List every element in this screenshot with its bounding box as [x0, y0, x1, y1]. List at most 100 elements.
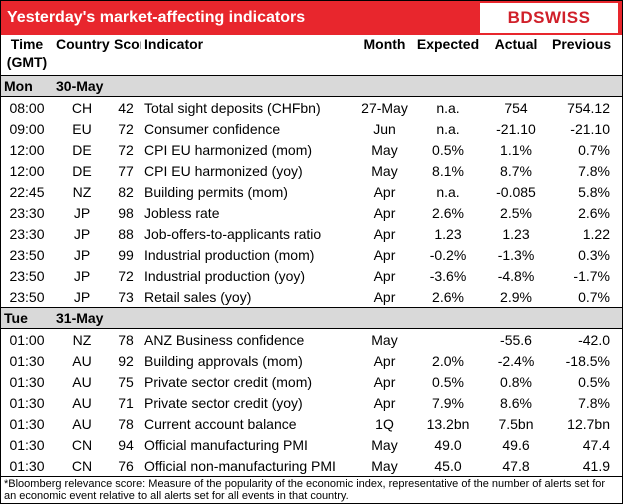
- cell: AU: [72, 394, 92, 411]
- cell: 22:45: [9, 183, 45, 200]
- cell: 72: [118, 267, 134, 284]
- cell: 42: [118, 99, 134, 116]
- cell: 75: [118, 373, 134, 390]
- cell: May: [371, 162, 398, 179]
- cell: Apr: [373, 246, 396, 263]
- cell: 2.6%: [432, 204, 464, 221]
- cell: Consumer confidence: [144, 120, 281, 137]
- data-row: 23:30 JP 98 Jobless rate Apr 2.6% 2.5% 2.6%: [1, 202, 622, 223]
- data-row: 23:30 JP 88 Job-offers-to-applicants ratio A…: [1, 223, 622, 244]
- cell: 0.5%: [432, 141, 464, 158]
- cell: 0.8%: [500, 373, 532, 390]
- column-header: Previous: [549, 35, 622, 76]
- cell: AU: [72, 415, 92, 432]
- cell: Apr: [373, 225, 396, 242]
- cell: 8.1%: [432, 162, 464, 179]
- cell: Apr: [373, 352, 396, 369]
- cell: 1Q: [375, 415, 394, 432]
- cell: 01:30: [9, 457, 45, 474]
- cell: -0.085: [496, 183, 536, 200]
- column-header: Country: [53, 35, 111, 76]
- cell: Apr: [373, 373, 396, 390]
- footnote: *Bloomberg relevance score: Measure of t…: [1, 476, 622, 503]
- cell: Industrial production (mom): [144, 246, 315, 263]
- cell: 2.9%: [500, 288, 532, 305]
- cell: 2.6%: [578, 204, 610, 221]
- cell: 82: [118, 183, 134, 200]
- cell: JP: [73, 267, 91, 284]
- cell: 23:30: [9, 225, 45, 242]
- cell: Current account balance: [144, 415, 297, 432]
- title: Yesterday's market-affecting indicators: [7, 9, 306, 26]
- cell: 49.6: [502, 436, 530, 453]
- cell: 23:30: [9, 204, 45, 221]
- cell: Apr: [373, 288, 396, 305]
- cell: -21.10: [496, 120, 536, 137]
- data-row: 01:30 AU 78 Current account balance 1Q 13.2bn…: [1, 413, 622, 434]
- cell: Jobless rate: [144, 204, 220, 221]
- cell: n.a.: [436, 183, 460, 200]
- cell: Official non-manufacturing PMI: [144, 457, 336, 474]
- cell: Retail sales (yoy): [144, 288, 252, 305]
- cell: ANZ Business confidence: [144, 331, 305, 348]
- cell: Industrial production (yoy): [144, 267, 306, 284]
- data-row: 09:00 EU 72 Consumer confidence Jun n.a. -21.1…: [1, 118, 622, 139]
- cell: Apr: [373, 183, 396, 200]
- cell: -2.4%: [497, 352, 535, 369]
- cell: DE: [72, 162, 92, 179]
- cell: JP: [73, 246, 91, 263]
- header-row: Time (GMT)CountryScore*IndicatorMonthExp…: [1, 35, 622, 76]
- cell: CPI EU harmonized (mom): [144, 141, 313, 158]
- indicator-table: Time (GMT)CountryScore*IndicatorMonthExp…: [1, 35, 622, 476]
- cell: 12.7bn: [567, 415, 610, 432]
- cell: 78: [118, 331, 134, 348]
- cell: CN: [71, 457, 93, 474]
- data-row: 01:30 CN 94 Official manufacturing PMI May 49…: [1, 434, 622, 455]
- cell: 47.4: [582, 436, 610, 453]
- cell: CPI EU harmonized (yoy): [144, 162, 303, 179]
- cell: 2.0%: [432, 352, 464, 369]
- cell: May: [371, 457, 398, 474]
- cell: n.a.: [436, 120, 460, 137]
- cell: 77: [118, 162, 134, 179]
- cell: 7.9%: [432, 394, 464, 411]
- column-header: Time (GMT): [1, 35, 53, 76]
- data-row: 01:30 AU 75 Private sector credit (mom) Apr 0…: [1, 371, 622, 392]
- cell: 72: [118, 120, 134, 137]
- cell: CN: [71, 436, 93, 453]
- cell: 7.5bn: [498, 415, 534, 432]
- cell: AU: [72, 352, 92, 369]
- cell: 1.23: [434, 225, 462, 242]
- cell: 12:00: [9, 162, 45, 179]
- data-row: 12:00 DE 72 CPI EU harmonized (mom) May 0.5% 1…: [1, 139, 622, 160]
- cell: DE: [72, 141, 92, 158]
- cell: 0.3%: [578, 246, 610, 263]
- cell: 94: [118, 436, 134, 453]
- data-row: 23:50 JP 72 Industrial production (yoy) Apr -…: [1, 265, 622, 286]
- cell: 8.6%: [500, 394, 532, 411]
- column-header: Score*: [111, 35, 141, 76]
- date: 30-May: [53, 75, 622, 97]
- data-row: 01:30 AU 92 Building approvals (mom) Apr 2.0%…: [1, 350, 622, 371]
- cell: 01:00: [9, 331, 45, 348]
- cell: 2.5%: [500, 204, 532, 221]
- data-row: 23:50 JP 99 Industrial production (mom) Apr -…: [1, 244, 622, 265]
- cell: 49.0: [434, 436, 462, 453]
- data-row: 22:45 NZ 82 Building permits (mom) Apr n.a. -0…: [1, 181, 622, 202]
- title-bar: Yesterday's market-affecting indicators …: [1, 1, 622, 35]
- column-header: Month: [356, 35, 413, 76]
- data-row: 01:30 CN 76 Official non-manufacturing PMI M…: [1, 455, 622, 476]
- column-header: Indicator: [141, 35, 356, 76]
- cell: 73: [118, 288, 134, 305]
- cell: 0.7%: [578, 288, 610, 305]
- data-row: 23:50 JP 73 Retail sales (yoy) Apr 2.6% 2.9% 0.…: [1, 286, 622, 308]
- cell: -4.8%: [497, 267, 535, 284]
- cell: Official manufacturing PMI: [144, 436, 308, 453]
- cell: 45.0: [434, 457, 462, 474]
- data-row: 01:30 AU 71 Private sector credit (yoy) Apr 7…: [1, 392, 622, 413]
- cell: JP: [73, 288, 91, 305]
- cell: 01:30: [9, 436, 45, 453]
- cell: 01:30: [9, 394, 45, 411]
- cell: Building permits (mom): [144, 183, 288, 200]
